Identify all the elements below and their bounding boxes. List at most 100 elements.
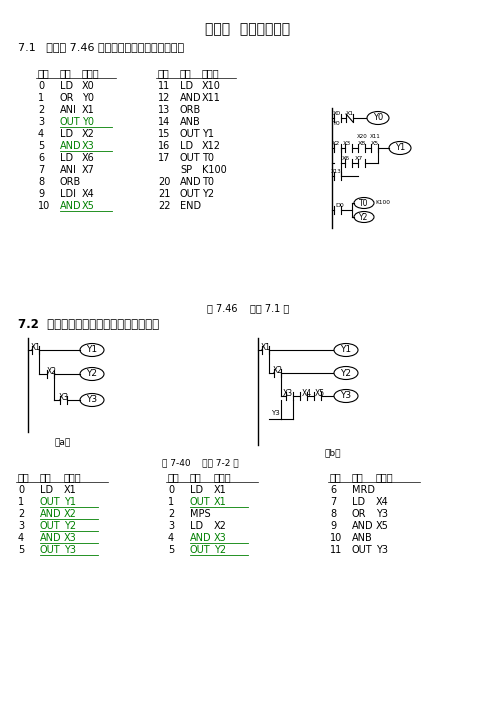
Text: AND: AND [40,509,62,519]
Text: X6: X6 [342,156,350,161]
Text: 指令: 指令 [60,68,72,78]
Text: SP: SP [180,165,192,175]
Text: 10: 10 [330,533,342,543]
Text: 3: 3 [18,521,24,531]
Text: 器件号: 器件号 [376,472,394,482]
Text: Y1: Y1 [340,345,352,355]
Text: 3: 3 [38,117,44,127]
Text: OUT: OUT [40,521,61,531]
Text: X8: X8 [358,141,366,146]
Text: LD: LD [190,485,203,495]
Text: 器件号: 器件号 [214,472,232,482]
Text: ANI: ANI [60,105,77,115]
Text: T0: T0 [202,177,214,187]
Text: X4: X4 [82,189,95,199]
Text: 步序: 步序 [18,472,30,482]
Text: 4: 4 [38,129,44,139]
Text: X0: X0 [82,81,95,91]
Text: 6: 6 [330,485,336,495]
Text: Y0: Y0 [333,121,341,126]
Text: 指令: 指令 [40,472,52,482]
Text: END: END [180,201,201,211]
Text: OUT: OUT [40,497,61,507]
Text: OUT: OUT [190,497,211,507]
Text: X1: X1 [31,343,41,352]
Text: AND: AND [180,93,202,103]
Text: OUT: OUT [190,545,211,555]
Text: 9: 9 [330,521,336,531]
Text: X1: X1 [261,343,271,352]
Text: X0: X0 [333,111,341,116]
Text: X1: X1 [214,497,227,507]
Text: 步序: 步序 [330,472,342,482]
Text: X5: X5 [371,141,379,146]
Text: 7: 7 [330,497,336,507]
Text: 指令: 指令 [180,68,192,78]
Text: OUT: OUT [60,117,81,127]
Text: X5: X5 [315,389,325,398]
Text: 4: 4 [18,533,24,543]
Text: X2: X2 [64,509,77,519]
Text: X4: X4 [376,497,389,507]
Text: Y3: Y3 [376,545,388,555]
Text: 3: 3 [168,521,174,531]
Text: 6: 6 [38,153,44,163]
Text: 8: 8 [330,509,336,519]
Text: OUT: OUT [180,153,200,163]
Text: D0: D0 [336,203,344,208]
Text: 4: 4 [168,533,174,543]
Text: Y3: Y3 [64,545,76,555]
Text: ANB: ANB [180,117,201,127]
Text: Y1: Y1 [395,143,405,152]
Text: 0: 0 [168,485,174,495]
Text: 步序: 步序 [168,472,180,482]
Text: OR: OR [352,509,367,519]
Text: Y1: Y1 [86,345,98,355]
Text: 指令: 指令 [190,472,202,482]
Text: OUT: OUT [40,545,61,555]
Text: Y0: Y0 [82,93,94,103]
Text: 1: 1 [168,497,174,507]
Text: OUT: OUT [352,545,372,555]
Text: 步序: 步序 [38,68,50,78]
Text: ANI: ANI [60,165,77,175]
Text: X7: X7 [355,156,363,161]
Text: Y0: Y0 [373,114,383,123]
Text: 2: 2 [18,509,24,519]
Text: （a）: （a） [55,438,71,447]
Text: Y0: Y0 [82,117,94,127]
Text: 21: 21 [158,189,170,199]
Text: X12: X12 [202,141,221,151]
Text: AND: AND [180,177,202,187]
Text: 17: 17 [158,153,170,163]
Text: X20: X20 [357,134,368,139]
Text: Y3: Y3 [376,509,388,519]
Text: X10: X10 [202,81,221,91]
Text: X13: X13 [331,169,341,174]
Text: LD: LD [352,497,365,507]
Text: X3: X3 [64,533,77,543]
Text: X2: X2 [332,141,340,146]
Text: AND: AND [60,201,82,211]
Text: 13: 13 [158,105,170,115]
Text: AND: AND [352,521,373,531]
Text: 图 7-40    对题 7-2 图: 图 7-40 对题 7-2 图 [162,458,238,467]
Text: 器件号: 器件号 [64,472,82,482]
Text: 7.2  写出图所示梯形图对应的指令程序。: 7.2 写出图所示梯形图对应的指令程序。 [18,318,159,331]
Text: T0: T0 [359,199,369,208]
Text: ORB: ORB [60,177,81,187]
Text: 指令: 指令 [352,472,364,482]
Text: 2: 2 [38,105,44,115]
Text: 第七章  基本逻辑指令: 第七章 基本逻辑指令 [205,22,291,36]
Text: X3: X3 [59,393,69,402]
Text: X11: X11 [202,93,221,103]
Text: 9: 9 [38,189,44,199]
Text: 20: 20 [158,177,170,187]
Text: Y1: Y1 [202,129,214,139]
Text: MRD: MRD [352,485,375,495]
Text: Y2: Y2 [340,369,352,378]
Text: 步序: 步序 [158,68,170,78]
Text: Y3: Y3 [86,395,98,404]
Text: OR: OR [60,93,74,103]
Text: Y2: Y2 [359,213,369,222]
